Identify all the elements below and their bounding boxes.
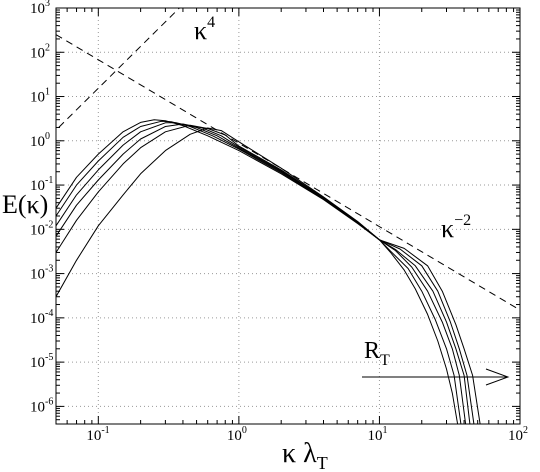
spectrum-series-line bbox=[56, 123, 471, 424]
reference-line bbox=[56, 8, 181, 131]
y-tick-label: 10-5 bbox=[30, 352, 53, 371]
y-tick-label-mantissa: 10 bbox=[30, 178, 45, 194]
y-tick-label-exponent: -4 bbox=[45, 308, 53, 319]
series-group bbox=[56, 119, 481, 424]
plot-frame bbox=[55, 7, 521, 425]
x-tick-label-exponent: 1 bbox=[382, 425, 387, 436]
x-axis-label-sub: T bbox=[317, 453, 328, 472]
y-tick-label-exponent: -6 bbox=[45, 396, 53, 407]
y-tick-label-mantissa: 10 bbox=[30, 355, 45, 371]
y-tick-label: 100 bbox=[30, 131, 50, 150]
x-tick-label: 101 bbox=[367, 425, 387, 444]
y-tick-label: 101 bbox=[30, 87, 50, 106]
x-tick-label-mantissa: 10 bbox=[508, 428, 523, 444]
y-tick-label-mantissa: 10 bbox=[30, 399, 45, 415]
x-tick-label: 102 bbox=[508, 425, 528, 444]
spectrum-series-line bbox=[56, 124, 475, 424]
spectrum-series-line bbox=[56, 120, 462, 424]
y-tick-label-exponent: -5 bbox=[45, 352, 53, 363]
grid bbox=[56, 8, 520, 424]
y-tick-label: 102 bbox=[30, 42, 50, 61]
x-tick-label: 100 bbox=[227, 425, 247, 444]
y-tick-label-exponent: -3 bbox=[45, 264, 53, 275]
x-tick-label-mantissa: 10 bbox=[86, 428, 101, 444]
k4-annotation: κ4 bbox=[194, 14, 215, 45]
y-tick-label-mantissa: 10 bbox=[30, 134, 45, 150]
reference-lines bbox=[56, 8, 520, 311]
y-tick-label-exponent: 2 bbox=[45, 42, 50, 53]
y-tick-label: 10-3 bbox=[30, 264, 53, 283]
y-tick-label-exponent: -2 bbox=[45, 219, 53, 230]
y-tick-label: 10-4 bbox=[30, 308, 53, 327]
y-axis-label: E(κ) bbox=[2, 190, 48, 219]
spectrum-series-line bbox=[56, 122, 467, 424]
spectrum-series-line bbox=[56, 127, 481, 424]
y-tick-label: 10-1 bbox=[30, 175, 53, 194]
y-tick-label: 10-6 bbox=[30, 396, 53, 415]
rt-arrow bbox=[362, 368, 510, 386]
y-tick-label-mantissa: 10 bbox=[30, 1, 45, 17]
y-tick-label-mantissa: 10 bbox=[30, 90, 45, 106]
reference-line bbox=[56, 34, 520, 311]
y-tick-label-exponent: 1 bbox=[45, 87, 50, 98]
rt-annotation: RT bbox=[364, 338, 390, 369]
y-tick-label-exponent: 3 bbox=[45, 0, 50, 9]
x-tick-label-mantissa: 10 bbox=[227, 428, 242, 444]
spectrum-series-line bbox=[56, 119, 459, 424]
y-tick-label-mantissa: 10 bbox=[30, 222, 45, 238]
k-2-annotation: κ−2 bbox=[441, 212, 471, 243]
y-tick-label: 103 bbox=[30, 0, 50, 17]
x-axis-label-base: κ λ bbox=[282, 438, 317, 469]
y-tick-label-mantissa: 10 bbox=[30, 45, 45, 61]
x-tick-label-exponent: 0 bbox=[242, 425, 247, 436]
x-tick-label-mantissa: 10 bbox=[367, 428, 382, 444]
x-tick-label-exponent: 2 bbox=[523, 425, 528, 436]
y-tick-label-exponent: 0 bbox=[45, 131, 50, 142]
x-axis-label: κ λT bbox=[282, 438, 328, 472]
y-tick-label-mantissa: 10 bbox=[30, 267, 45, 283]
x-tick-label-exponent: -1 bbox=[101, 425, 109, 436]
y-tick-label: 10-2 bbox=[30, 219, 53, 238]
y-tick-label-exponent: -1 bbox=[45, 175, 53, 186]
y-tick-label-mantissa: 10 bbox=[30, 311, 45, 327]
x-tick-label: 10-1 bbox=[86, 425, 109, 444]
x-tick-labels: 10-1 100 101 102 bbox=[86, 425, 528, 444]
